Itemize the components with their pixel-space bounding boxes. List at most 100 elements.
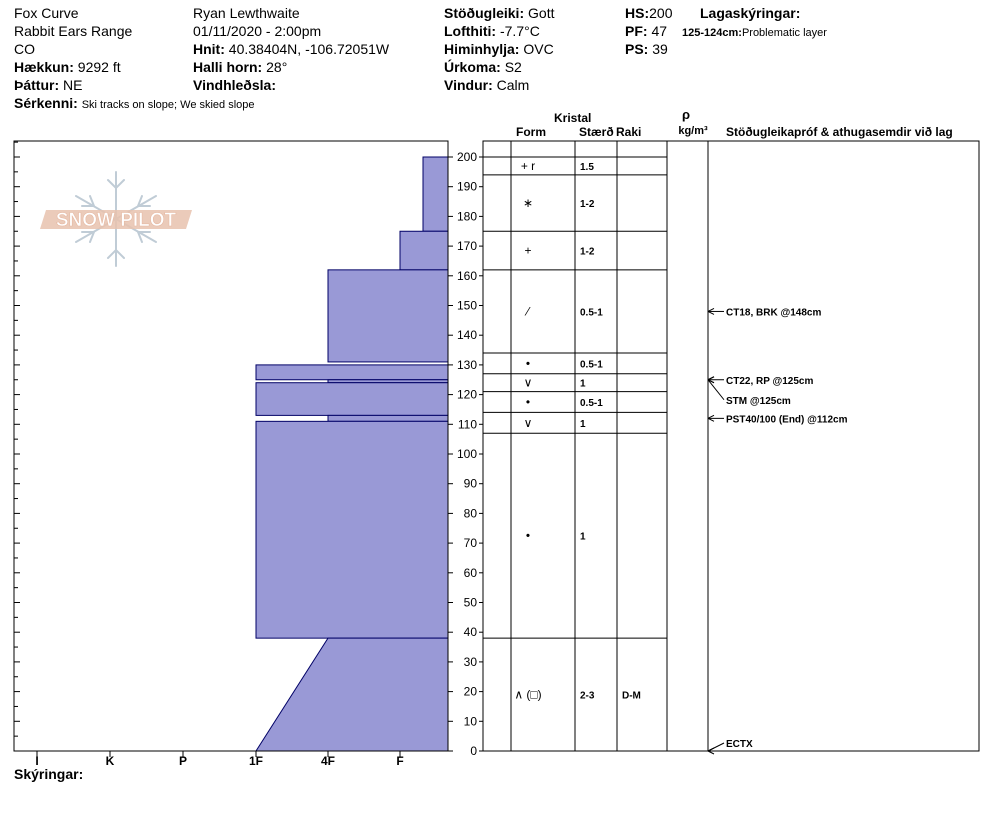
hardness-bar-3 <box>255 364 449 381</box>
col-header-density-symbol: ρ <box>682 107 690 122</box>
hardness-tick-label: P <box>179 754 187 768</box>
layer-moisture: D-M <box>622 691 641 702</box>
air-temp-value: -7.7°C <box>499 23 540 39</box>
aspect-value: NE <box>63 77 83 93</box>
sky-row: Himinhylja: OVC <box>444 40 554 58</box>
slope-row: Halli horn: 28° <box>193 58 389 76</box>
layer-form: • <box>526 529 530 543</box>
coords-label: Hnit: <box>193 41 225 57</box>
observer-name: Ryan Lewthwaite <box>193 5 300 21</box>
layer-form: ∨ <box>524 376 533 390</box>
depth-tick-label: 150 <box>457 299 477 313</box>
wind-load-row: Vindhleðsla: <box>193 76 389 94</box>
depth-tick-label: 180 <box>457 209 477 223</box>
test-arrow <box>707 379 725 401</box>
depth-tick-label: 80 <box>464 506 478 520</box>
layer-form: ⁄ <box>524 304 531 318</box>
aspect-label: Þáttur: <box>14 77 60 93</box>
precip-row: Úrkoma: S2 <box>444 58 554 76</box>
layer-size: 0.5-1 <box>580 398 603 409</box>
depth-tick-label: 170 <box>457 239 477 253</box>
hardness-bar-5 <box>255 382 449 416</box>
depth-tick-label: 10 <box>464 714 478 728</box>
features-row: Sérkenni: Ski tracks on slope; We skied … <box>14 94 255 114</box>
test-label: CT18, BRK @148cm <box>726 307 821 318</box>
wind-label: Vindur: <box>444 77 493 93</box>
depth-tick-label: 50 <box>464 596 478 610</box>
precip-label: Úrkoma: <box>444 59 501 75</box>
hardness-tick-label: K <box>106 754 115 768</box>
depth-tick-label: 110 <box>458 417 477 431</box>
test-arrow-head <box>707 414 715 422</box>
depth-tick-label: 40 <box>464 625 478 639</box>
notes-row: Skýringar: <box>14 765 83 783</box>
layer-note-text: Problematic layer <box>741 27 827 39</box>
layer-form: ∧ (□) <box>514 688 541 702</box>
elevation-value: 9292 ft <box>77 59 121 75</box>
hardness-bar-8 <box>255 637 449 752</box>
layer-size: 1.5 <box>580 162 594 173</box>
hs-value: 200 <box>649 5 673 21</box>
col-header-crystal: Kristal <box>554 111 591 125</box>
precip-value: S2 <box>504 59 522 75</box>
layer-size: 2-3 <box>580 691 595 702</box>
stability-label: Stöðugleiki: <box>444 5 525 21</box>
wind-row: Vindur: Calm <box>444 76 554 94</box>
test-arrow-head <box>707 307 715 315</box>
sky-label: Himinhylja: <box>444 41 520 57</box>
hardness-bar-1 <box>399 230 449 271</box>
layer-note-row: 125-124cm:Problematic layer <box>682 24 827 42</box>
hardness-tick-label: I <box>35 754 38 768</box>
layer-size: 1 <box>580 419 586 430</box>
col-header-moisture: Raki <box>616 125 641 139</box>
col-header-tests: Stöðugleikapróf & athugasemdir við lag <box>726 125 953 139</box>
test-label: STM @125cm <box>726 396 791 407</box>
wind-value: Calm <box>496 77 530 93</box>
col-header-density-unit: kg/m³ <box>678 125 708 137</box>
layer-form: • <box>526 395 530 409</box>
layer-size: 0.5-1 <box>580 307 603 318</box>
layer-form: + r <box>521 159 535 173</box>
layer-form: ∨ <box>524 416 533 430</box>
pf-row: PF: 47 <box>625 22 672 40</box>
depth-tick-label: 160 <box>457 269 477 283</box>
pf-value: 47 <box>651 23 668 39</box>
layer-size: 0.5-1 <box>580 359 603 370</box>
ps-value: 39 <box>652 41 668 57</box>
elevation-row: Hækkun: 9292 ft <box>14 58 255 76</box>
logo-text: SNOW PILOT <box>56 210 177 231</box>
layer-size: 1-2 <box>580 199 595 210</box>
layer-size: 1 <box>580 379 586 390</box>
header-col-4: HS:200 PF: 47 PS: 39 <box>625 4 672 58</box>
range-name: Rabbit Ears Range <box>14 23 133 39</box>
state-name: CO <box>14 41 35 57</box>
site-name: Fox Curve <box>14 5 79 21</box>
stability-row: Stöðugleiki: Gott <box>444 4 554 22</box>
layer-notes: Lagaskýringar: <box>700 4 800 22</box>
features-value: Ski tracks on slope; We skied slope <box>81 99 255 111</box>
test-arrow-head <box>707 376 715 384</box>
observation-datetime: 01/11/2020 - 2:00pm <box>193 23 322 39</box>
pf-label: PF: <box>625 23 648 39</box>
col-header-form: Form <box>516 125 546 139</box>
coords-row: Hnit: 40.38404N, -106.72051W <box>193 40 389 58</box>
depth-tick-label: 190 <box>457 180 477 194</box>
depth-tick-label: 100 <box>457 447 477 461</box>
header-col-1: Fox Curve Rabbit Ears Range CO Hækkun: 9… <box>14 4 255 114</box>
depth-tick-label: 200 <box>457 150 477 164</box>
depth-tick-label: 120 <box>457 388 477 402</box>
elevation-label: Hækkun: <box>14 59 74 75</box>
col-header-size: Stærð <box>579 125 614 139</box>
layer-notes-label: Lagaskýringar: <box>700 5 801 21</box>
test-label: ECTX <box>726 739 753 750</box>
hs-row: HS:200 <box>625 4 672 22</box>
depth-tick-label: 140 <box>457 328 477 342</box>
layer-size: 1 <box>580 532 586 543</box>
features-label: Sérkenni: <box>14 95 78 111</box>
depth-tick-label: 130 <box>457 358 477 372</box>
ps-label: PS: <box>625 41 649 57</box>
hardness-plot-frame <box>13 140 449 752</box>
aspect-row: Þáttur: NE <box>14 76 255 94</box>
notes-label: Skýringar: <box>14 766 84 782</box>
